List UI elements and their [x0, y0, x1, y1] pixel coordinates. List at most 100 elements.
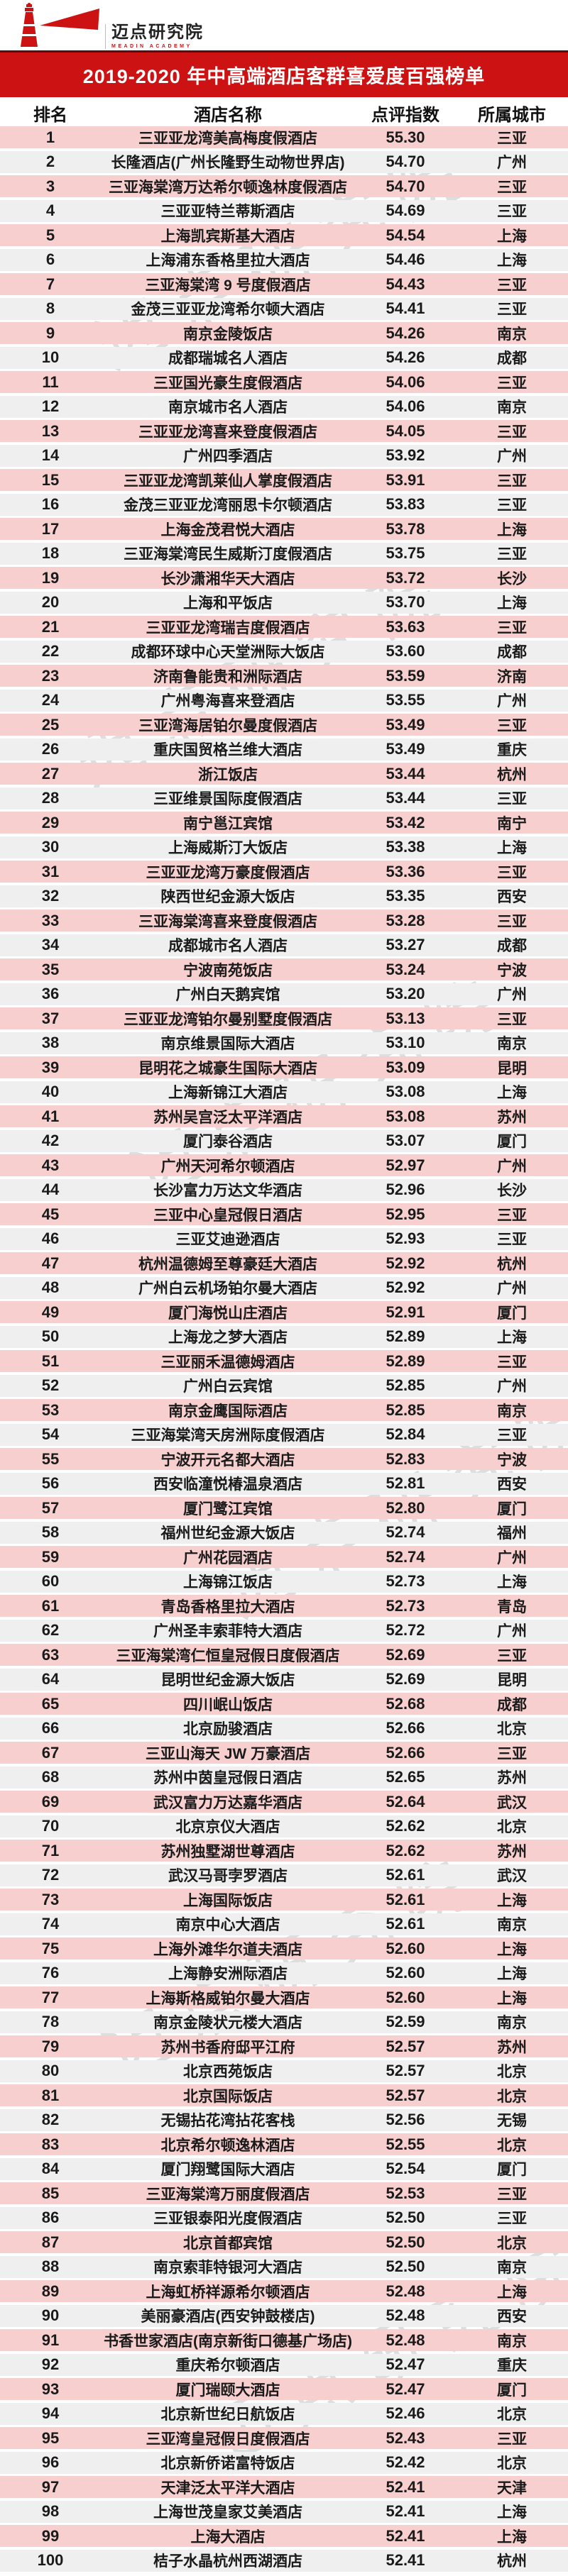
score-cell: 52.68 — [386, 1694, 425, 1713]
header-city: 所属城市 — [478, 105, 546, 125]
city-cell: 南京 — [497, 326, 527, 343]
score-cell: 52.74 — [386, 1523, 425, 1541]
table-row: 90 美丽豪酒店(西安钟鼓楼店) 52.48 西安 — [0, 2304, 568, 2327]
city-cell: 北京 — [497, 1819, 527, 1835]
hotel-name-cell: 金茂三亚亚龙湾丽思卡尔顿酒店 — [124, 497, 332, 514]
city-cell: 上海 — [497, 1574, 527, 1591]
rank-cell: 23 — [41, 666, 60, 685]
city-cell: 上海 — [497, 1990, 527, 2007]
rank-cell: 25 — [41, 715, 60, 734]
hotel-name-cell: 福州世纪金源大饭店 — [160, 1525, 295, 1542]
table-row: 22 成都环球中心天堂洲际大饭店 53.60 成都 — [0, 640, 568, 663]
hotel-name-cell: 无锡拈花湾拈花客栈 — [160, 2113, 295, 2129]
city-cell: 北京 — [497, 1721, 527, 1737]
table-row: 71 苏州独墅湖世尊酒店 52.62 苏州 — [0, 1840, 568, 1862]
hotel-name-cell: 宁波南苑饭店 — [183, 962, 273, 979]
city-cell: 广州 — [497, 1623, 527, 1640]
header-rank: 排名 — [33, 105, 67, 125]
hotel-name-cell: 苏州吴宫泛太平洋酒店 — [153, 1109, 302, 1126]
hotel-name-cell: 上海金茂君悦大酒店 — [160, 521, 295, 538]
city-cell: 三亚 — [497, 375, 527, 392]
rank-cell: 71 — [41, 1841, 60, 1859]
rank-cell: 88 — [41, 2257, 60, 2275]
rank-cell: 16 — [41, 495, 60, 513]
table-row: 1 三亚亚龙湾美高梅度假酒店 55.30 三亚 — [0, 126, 568, 148]
rank-cell: 2 — [45, 153, 55, 170]
rank-cell: 83 — [41, 2135, 60, 2153]
city-cell: 西安 — [497, 1476, 527, 1493]
table-row: 26 重庆国贸格兰维大酒店 53.49 重庆 — [0, 738, 568, 761]
score-cell: 52.69 — [386, 1645, 425, 1664]
hotel-name-cell: 厦门瑞颐大酒店 — [175, 2382, 280, 2399]
hotel-name-cell: 三亚亚龙湾凯莱仙人掌度假酒店 — [124, 472, 332, 490]
score-cell: 52.57 — [386, 2086, 425, 2104]
rank-cell: 54 — [41, 1425, 60, 1443]
table-row: 75 上海外滩华尔道夫酒店 52.60 上海 — [0, 1937, 568, 1959]
hotel-name-cell: 桔子水晶杭州西湖酒店 — [153, 2553, 302, 2570]
rank-cell: 46 — [41, 1229, 60, 1247]
hotel-name-cell: 上海威斯汀大饭店 — [168, 840, 288, 856]
table-row: 20 上海和平饭店 53.70 上海 — [0, 591, 568, 614]
score-cell: 53.55 — [386, 691, 425, 709]
rank-cell: 70 — [41, 1817, 60, 1835]
table-row: 76 上海静安洲际酒店 52.60 上海 — [0, 1962, 568, 1984]
score-cell: 54.26 — [386, 324, 425, 342]
rank-cell: 65 — [41, 1694, 60, 1713]
table-row: 72 武汉马哥孛罗酒店 52.61 武汉 — [0, 1864, 568, 1886]
score-cell: 52.53 — [386, 2184, 425, 2202]
hotel-name-cell: 厦门鹭江宾馆 — [183, 1500, 273, 1518]
rank-cell: 19 — [41, 568, 60, 587]
rank-cell: 62 — [41, 1621, 60, 1639]
city-cell: 三亚 — [497, 1647, 527, 1664]
score-cell: 52.61 — [386, 1915, 425, 1933]
hotel-name-cell: 南京中心大酒店 — [175, 1917, 280, 1933]
rank-cell: 95 — [41, 2428, 60, 2447]
city-cell: 杭州 — [497, 1256, 527, 1273]
city-cell: 三亚 — [497, 1207, 527, 1224]
hotel-name-cell: 三亚海棠湾民生威斯汀度假酒店 — [124, 546, 332, 563]
table-row: 70 北京京仪大酒店 52.62 北京 — [0, 1815, 568, 1837]
table-row: 91 书香世家酒店(南京新街口德基广场店) 52.48 南京 — [0, 2329, 568, 2351]
hotel-name-cell: 北京新侨诺富特饭店 — [160, 2455, 295, 2472]
hotel-name-cell: 苏州独墅湖世尊酒店 — [160, 1843, 295, 1860]
city-cell: 三亚 — [497, 546, 527, 563]
table-row: 27 浙江饭店 53.44 杭州 — [0, 763, 568, 785]
rank-cell: 85 — [41, 2184, 60, 2202]
rank-cell: 60 — [41, 1572, 60, 1590]
city-cell: 青岛 — [497, 1598, 527, 1615]
hotel-name-cell: 广州粤海喜来登酒店 — [160, 693, 295, 709]
score-cell: 54.46 — [386, 250, 425, 268]
table-row: 33 三亚海棠湾喜来登度假酒店 53.28 三亚 — [0, 910, 568, 932]
score-cell: 52.62 — [386, 1841, 425, 1859]
city-cell: 三亚 — [497, 913, 527, 930]
hotel-name-cell: 苏州书香府邸平江府 — [160, 2039, 295, 2056]
city-cell: 南京 — [497, 1917, 527, 1933]
score-cell: 52.84 — [386, 1425, 425, 1443]
city-cell: 成都 — [497, 1696, 527, 1713]
header-hotel-name: 酒店名称 — [194, 105, 262, 125]
hotel-name-cell: 长沙富力万达文华酒店 — [153, 1183, 302, 1199]
table-row: 45 三亚中心皇冠假日酒店 52.95 三亚 — [0, 1203, 568, 1225]
hotel-name-cell: 三亚海棠湾仁恒皇冠假日度假酒店 — [116, 1647, 340, 1664]
score-cell: 52.92 — [386, 1278, 425, 1296]
city-cell: 北京 — [497, 2455, 527, 2472]
city-cell: 厦门 — [497, 1500, 527, 1518]
table-row: 48 广州白云机场铂尔曼大酒店 52.92 广州 — [0, 1276, 568, 1299]
rank-cell: 26 — [41, 740, 60, 758]
city-cell: 苏州 — [497, 1770, 527, 1786]
city-cell: 上海 — [497, 2284, 527, 2301]
banner-top-line — [0, 50, 568, 52]
rank-cell: 48 — [41, 1278, 60, 1296]
table-row: 52 广州白云宾馆 52.85 广州 — [0, 1374, 568, 1397]
rank-cell: 77 — [41, 1988, 60, 2006]
hotel-name-cell: 三亚维景国际度假酒店 — [153, 791, 302, 807]
table-row: 40 上海新锦江大酒店 53.08 上海 — [0, 1080, 568, 1103]
rank-cell: 28 — [41, 789, 60, 807]
city-cell: 无锡 — [497, 2113, 527, 2129]
table-row: 50 上海龙之梦大酒店 52.89 上海 — [0, 1325, 568, 1348]
city-cell: 南京 — [497, 1036, 527, 1052]
city-cell: 成都 — [497, 350, 527, 367]
hotel-name-cell: 三亚亚龙湾万豪度假酒店 — [146, 864, 310, 881]
hotel-name-cell: 武汉富力万达嘉华酒店 — [153, 1794, 302, 1811]
rank-cell: 84 — [41, 2160, 60, 2177]
